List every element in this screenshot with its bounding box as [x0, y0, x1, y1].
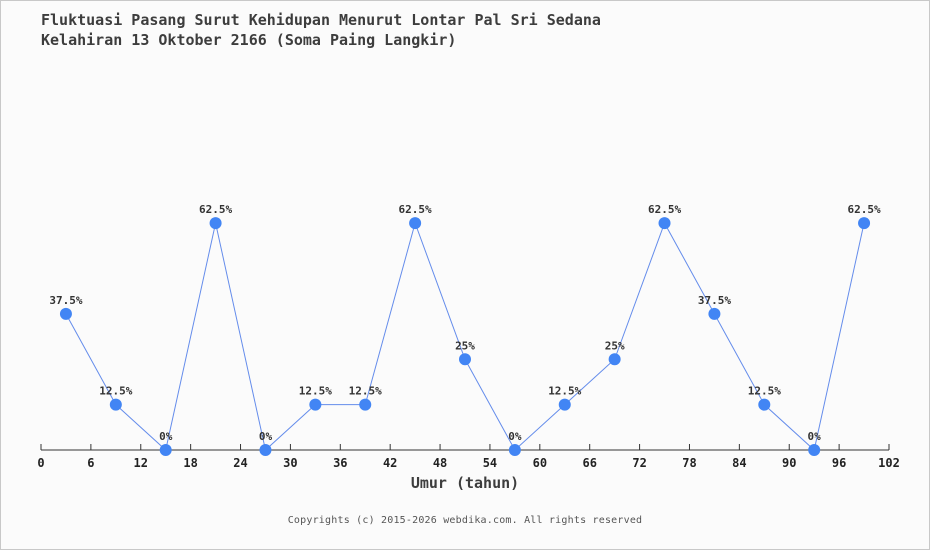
x-axis-tick-label: 30 [283, 456, 297, 470]
x-axis-tick-label: 60 [533, 456, 547, 470]
data-point [658, 217, 671, 230]
data-point-label: 12.5% [748, 385, 781, 398]
x-axis-label: Umur (tahun) [410, 474, 520, 492]
x-axis-tick-label: 24 [233, 456, 247, 470]
x-axis-tick-label: 48 [433, 456, 447, 470]
data-point [309, 398, 322, 411]
data-point-label: 12.5% [349, 385, 382, 398]
x-axis-tick-label: 72 [632, 456, 646, 470]
data-point [558, 398, 571, 411]
data-point-label: 0% [159, 430, 173, 443]
x-axis-tick-label: 0 [37, 456, 44, 470]
data-point-label: 12.5% [548, 385, 581, 398]
data-point [159, 444, 172, 456]
data-point-label: 0% [259, 430, 273, 443]
x-axis-tick-label: 36 [333, 456, 347, 470]
footer-copyright: Copyrights (c) 2015-2026 webdika.com. Al… [287, 515, 643, 526]
data-point [409, 217, 422, 230]
data-point-label: 62.5% [199, 203, 232, 216]
data-point-label: 25% [605, 339, 625, 352]
chart-title-line2: Kelahiran 13 Oktober 2166 (Soma Paing La… [41, 31, 457, 49]
data-point [858, 217, 871, 230]
data-point [459, 353, 471, 366]
x-axis-tick-label: 102 [878, 456, 900, 470]
x-axis-tick-label: 96 [832, 456, 846, 470]
x-axis-tick-label: 54 [483, 456, 497, 470]
data-point [59, 307, 72, 320]
data-line [65, 221, 865, 451]
data-point-label: 12.5% [299, 385, 332, 398]
data-point-label: 37.5% [49, 294, 82, 307]
x-axis-tick-label: 84 [732, 456, 746, 470]
data-point-label: 62.5% [847, 203, 880, 216]
data-point [808, 444, 821, 456]
data-point [109, 398, 122, 411]
data-point [758, 398, 771, 411]
data-point-label: 62.5% [399, 203, 432, 216]
data-point [608, 353, 621, 366]
data-point [209, 217, 222, 230]
data-point [259, 444, 272, 456]
data-point [708, 307, 721, 320]
x-axis-tick-label: 78 [682, 456, 696, 470]
data-point-label: 37.5% [698, 294, 731, 307]
x-axis-tick-label: 66 [582, 456, 596, 470]
x-axis-tick-label: 90 [782, 456, 796, 470]
chart-title: Fluktuasi Pasang Surut Kehidupan Menurut… [41, 10, 601, 50]
x-axis-tick-label: 6 [87, 456, 94, 470]
x-axis-tick-label: 12 [134, 456, 148, 470]
x-axis-tick-label: 18 [183, 456, 197, 470]
data-point-label: 0% [508, 430, 522, 443]
chart-title-line1: Fluktuasi Pasang Surut Kehidupan Menurut… [41, 11, 601, 29]
data-point-label: 25% [455, 339, 475, 352]
data-point-label: 0% [808, 430, 822, 443]
data-point [508, 444, 521, 456]
data-point [359, 398, 372, 411]
data-point-label: 12.5% [99, 385, 132, 398]
x-axis-tick-label: 42 [383, 456, 397, 470]
data-point-label: 62.5% [648, 203, 681, 216]
